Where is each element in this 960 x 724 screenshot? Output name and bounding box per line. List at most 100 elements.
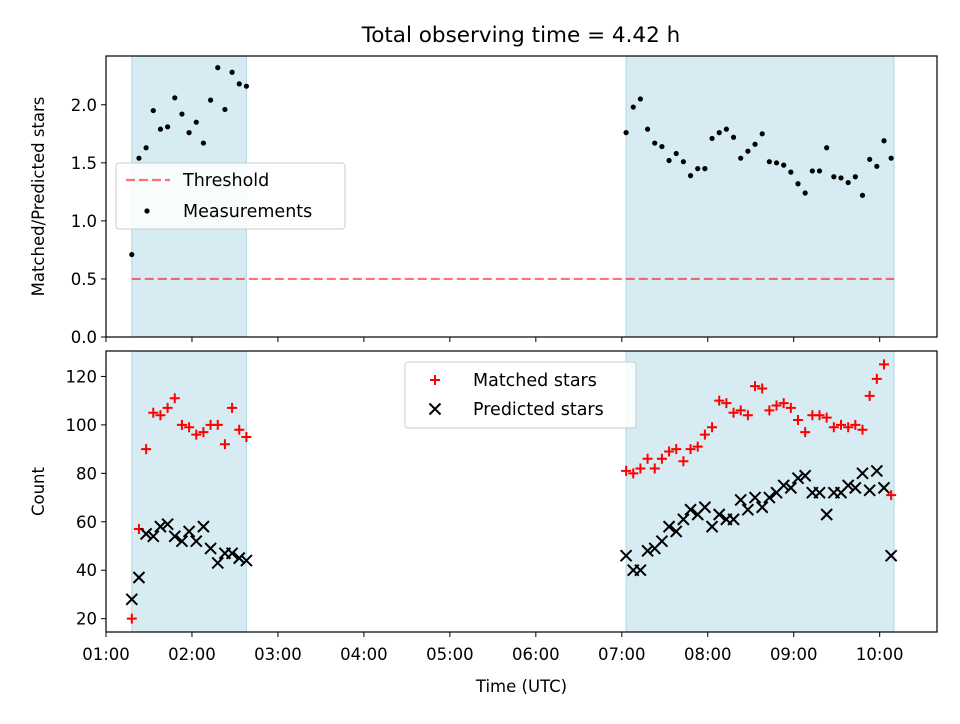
predicted-stars-point [147,530,160,543]
predicted-stars-point [132,571,146,584]
y-tick-label: 120 [66,367,98,386]
matched-stars-point [241,431,252,442]
matched-stars-point [778,398,789,409]
x-tick-label: 04:00 [340,645,388,664]
predicted-stars-point [655,534,669,548]
measurement-point [143,145,149,151]
predicted-stars-point [154,520,167,533]
measurement-point [165,124,171,130]
measurement-point [730,134,737,140]
matched-stars-point [162,402,173,413]
measurement-point [723,126,729,132]
x-tick-label: 03:00 [254,645,302,664]
measurement-point [200,140,207,146]
y-tick-label: 80 [76,464,97,483]
predicted-stars-point [755,501,769,514]
matched-stars-point [800,427,811,438]
y-tick-label: 100 [66,416,98,435]
matched-stars-point [184,422,195,433]
matched-stars-point [735,405,746,416]
measurement-point [716,130,722,136]
axes-frame [105,350,938,633]
matched-stars-point [671,444,682,455]
matched-stars-point [785,402,796,413]
x-tick-label: 01:00 [82,645,130,664]
x-tick-label: 09:00 [770,645,818,664]
predicted-stars-point [763,491,776,504]
x-tick-label: 02:00 [168,645,216,664]
matched-stars-point [750,381,761,392]
measurement-point [838,175,844,181]
matched-stars-point [878,359,889,370]
matched-stars-point [685,444,696,455]
measurement-point [738,155,744,161]
measurement-point [659,143,665,150]
matched-stars-point [141,444,152,455]
y-tick-label: 20 [76,610,97,629]
matched-stars-point [757,383,768,394]
y-tick-label: 40 [76,561,97,580]
matched-stars-point [771,400,782,411]
matched-stars-point [169,393,180,404]
matched-stars-point [155,410,166,421]
predicted-stars-point [662,520,676,533]
measurement-point [207,97,214,103]
matched-stars-point [227,402,238,413]
legend-matched-label: Matched stars [473,371,597,391]
matched-stars-point [857,424,868,435]
matched-stars-point [793,415,804,426]
matched-stars-point [864,390,875,401]
measurement-point [136,155,142,161]
y-tick-label: 0.5 [71,270,97,289]
measurement-point [859,192,866,198]
legend-measurements-swatch [144,208,150,214]
predicted-stars-point [677,513,690,526]
measurement-point [229,69,235,75]
ratio-panel: 0.0 0.5 1.0 1.5 2.0 Matched/Predicted stars Th… [29,55,938,347]
predicted-stars-point [713,508,726,521]
matched-stars-point [148,407,159,418]
predicted-stars-point [863,484,876,497]
predicted-stars-point [841,479,855,492]
measurement-point [193,119,199,125]
measurement-point [222,106,228,113]
measurement-point [888,155,894,161]
matched-stars-point [126,613,137,624]
predicted-stars-point [849,481,862,495]
measurement-point [766,159,772,165]
measurement-point [172,95,178,101]
predicted-stars-point [204,542,217,555]
predicted-stars-point [211,556,224,570]
measurement-point [809,168,815,174]
predicted-stars-point [798,469,812,482]
predicted-stars-point [190,534,203,548]
measurement-point [186,130,192,136]
predicted-stars-point [698,501,712,514]
x-tick-label: 10:00 [856,645,904,664]
matched-stars-point [692,441,703,452]
measurement-point [845,179,851,186]
matched-stars-point [886,490,897,501]
predicted-stars-point [175,534,189,548]
matched-stars-point [176,419,187,430]
matched-stars-point [234,424,245,435]
matched-stars-point [850,419,861,430]
measurement-point [637,96,644,102]
y-tick-label: 1.5 [71,154,97,173]
predicted-stars-point [619,549,633,562]
measurement-point [236,81,242,87]
measurement-point [781,162,787,168]
matched-stars-point [742,410,753,421]
measurement-point [795,181,801,187]
matched-stars-point [198,427,209,438]
predicted-stars-point [641,544,654,558]
predicted-stars-point [139,527,153,541]
predicted-stars-point [870,464,884,478]
predicted-stars-point [884,549,898,562]
measurement-point [179,111,185,117]
matched-stars-point [642,453,653,464]
matched-stars-point [219,439,230,450]
measurement-point [673,150,679,157]
measurement-point [745,148,751,154]
